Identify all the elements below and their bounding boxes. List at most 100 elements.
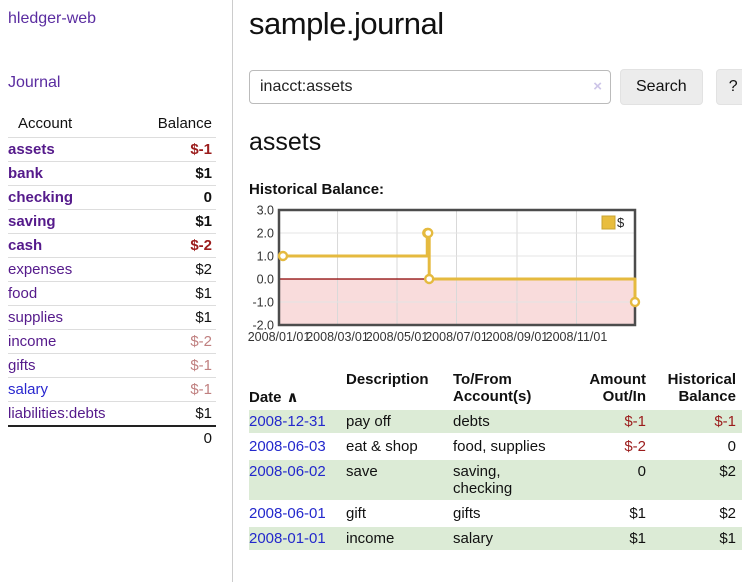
account-link-saving[interactable]: saving — [8, 213, 56, 230]
account-row: liabilities:debts $1 — [8, 401, 216, 426]
account-balance: $1 — [130, 305, 216, 330]
register-header-date[interactable]: Date ∧ — [249, 369, 346, 408]
transaction-description: eat & shop — [346, 438, 418, 455]
account-link-salary[interactable]: salary — [8, 381, 49, 398]
register-row: 2008-01-01 income salary $1 $1 — [249, 527, 742, 550]
historical-balance-chart: $3.0 2.0 1.0 0.0 -1.0 -2.0 2008/01/01 2008/03/0… — [248, 204, 736, 351]
chart-canvas: $3.0 2.0 1.0 0.0 -1.0 -2.02008/01/012008/03/0… — [248, 204, 641, 344]
transaction-description: save — [346, 460, 453, 500]
svg-text:$: $ — [617, 215, 625, 230]
accounts-table: Account Balance assets $-1 bank $1 checking 0… — [8, 112, 216, 450]
search-form: × Search ? — [249, 69, 742, 105]
account-link-gifts[interactable]: gifts — [8, 357, 36, 374]
transaction-amount: $-1 — [580, 410, 652, 433]
search-help-button[interactable]: ? — [715, 69, 742, 105]
clear-search-icon[interactable]: × — [593, 78, 602, 95]
transaction-amount: $1 — [580, 527, 652, 550]
account-row: gifts $-1 — [8, 353, 216, 378]
account-balance: $1 — [130, 281, 216, 306]
accounts-total-row: 0 — [8, 425, 216, 450]
sort-ascending-icon: ∧ — [286, 389, 299, 406]
date-header-label: Date — [249, 389, 282, 406]
transaction-accounts: debts — [453, 410, 580, 433]
account-link-supplies[interactable]: supplies — [8, 309, 64, 326]
transaction-date-link[interactable]: 2008-06-03 — [249, 438, 326, 455]
account-row: food $1 — [8, 281, 216, 306]
sidebar-item-journal[interactable]: Journal — [8, 74, 61, 91]
account-balance: 0 — [130, 185, 216, 210]
account-link-liabilities-debts[interactable]: liabilities:debts — [8, 405, 106, 422]
account-link-cash[interactable]: cash — [8, 237, 43, 254]
transaction-amount: 0 — [580, 460, 652, 500]
account-heading: assets — [249, 128, 322, 156]
account-link-bank[interactable]: bank — [8, 165, 44, 182]
svg-text:2.0: 2.0 — [257, 227, 274, 241]
register-row: 2008-12-31 pay off debts $-1 $-1 — [249, 410, 742, 433]
account-link-checking[interactable]: checking — [8, 189, 74, 206]
register-header-balance: Historical Balance — [667, 371, 736, 405]
transaction-date-link[interactable]: 2008-01-01 — [249, 530, 326, 547]
date-sort-link[interactable]: Date ∧ — [249, 389, 299, 406]
main-content: sample.journal × Search ? assets Histori… — [234, 0, 742, 582]
account-link-expenses[interactable]: expenses — [8, 261, 73, 278]
svg-text:0.0: 0.0 — [257, 273, 274, 287]
svg-text:2008/09/01: 2008/09/01 — [486, 330, 549, 344]
svg-text:-2.0: -2.0 — [252, 319, 274, 333]
register-header-description: Description — [346, 371, 429, 388]
account-balance: $-2 — [130, 329, 216, 354]
transaction-date-link[interactable]: 2008-06-01 — [249, 505, 326, 522]
svg-text:2008/11/01: 2008/11/01 — [546, 330, 608, 344]
account-balance: $1 — [130, 209, 216, 234]
account-row: checking 0 — [8, 185, 216, 210]
svg-text:2008/07/01: 2008/07/01 — [425, 330, 488, 344]
account-row: supplies $1 — [8, 305, 216, 330]
transaction-date-link[interactable]: 2008-12-31 — [249, 413, 326, 430]
transaction-amount: $1 — [629, 505, 646, 522]
transaction-balance: $2 — [719, 505, 736, 522]
svg-text:3.0: 3.0 — [257, 204, 274, 218]
svg-text:-1.0: -1.0 — [252, 296, 274, 310]
account-link-food[interactable]: food — [8, 285, 38, 302]
transaction-balance: 0 — [727, 438, 736, 455]
transaction-description: income — [346, 527, 453, 550]
register-row: 2008-06-03 eat & shop food, supplies $-2 0 — [249, 435, 742, 458]
transaction-accounts: food, supplies — [453, 438, 546, 455]
account-balance: $-1 — [130, 353, 216, 378]
search-button[interactable]: Search — [620, 69, 703, 105]
register-row: 2008-06-01 gift gifts $1 $2 — [249, 502, 742, 525]
transaction-amount: $-2 — [624, 438, 646, 455]
accounts-header-balance: Balance — [157, 115, 212, 132]
account-row: salary $-1 — [8, 377, 216, 402]
transaction-balance: $1 — [652, 527, 742, 550]
account-balance: $-2 — [130, 233, 216, 258]
transaction-balance: $-1 — [652, 410, 742, 433]
register-header-tofrom: To/From Account(s) — [453, 371, 532, 405]
page-title: sample.journal — [249, 6, 444, 41]
account-row: assets $-1 — [8, 137, 216, 162]
transaction-accounts: gifts — [453, 505, 481, 522]
transaction-balance: $2 — [652, 460, 742, 500]
transaction-description: pay off — [346, 410, 453, 433]
register-row: 2008-06-02 save saving, checking 0 $2 — [249, 460, 742, 500]
account-link-assets[interactable]: assets — [8, 141, 55, 158]
account-row: expenses $2 — [8, 257, 216, 282]
accounts-header-account: Account — [18, 115, 73, 132]
svg-text:2008/01/01: 2008/01/01 — [248, 330, 311, 344]
search-input[interactable] — [249, 70, 611, 104]
svg-text:2008/05/01: 2008/05/01 — [366, 330, 429, 344]
register-table: Date ∧ Description To/From Account(s) Amo… — [249, 367, 742, 552]
transaction-date-link[interactable]: 2008-06-02 — [249, 463, 326, 480]
account-link-income[interactable]: income — [8, 333, 57, 350]
account-balance: $1 — [130, 161, 216, 186]
transaction-accounts: salary — [453, 527, 580, 550]
account-balance: $-1 — [130, 377, 216, 402]
account-row: income $-2 — [8, 329, 216, 354]
transaction-description: gift — [346, 505, 367, 522]
app-title-link[interactable]: hledger-web — [8, 10, 97, 27]
account-balance: $1 — [130, 401, 216, 426]
svg-text:1.0: 1.0 — [257, 250, 274, 264]
transaction-accounts: saving, checking — [453, 460, 580, 500]
account-balance: $-1 — [130, 137, 216, 162]
account-row: saving $1 — [8, 209, 216, 234]
chart-title: Historical Balance: — [249, 181, 385, 198]
